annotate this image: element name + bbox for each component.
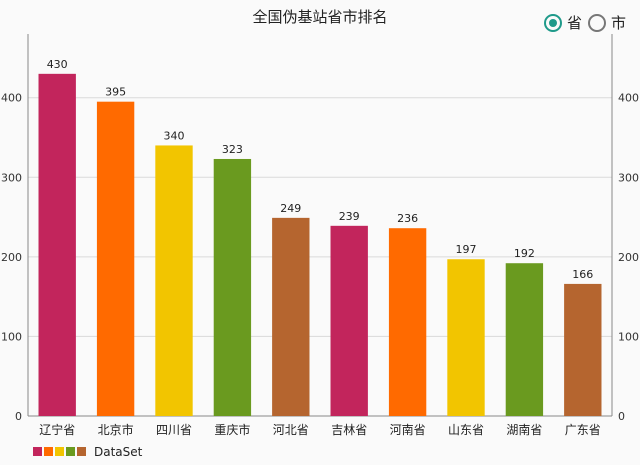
bar-value-label: 323 xyxy=(222,143,243,156)
province-city-toggle: 省 市 xyxy=(543,12,626,33)
x-tick-label: 北京市 xyxy=(98,422,134,437)
bar xyxy=(213,158,252,416)
x-tick-label: 河南省 xyxy=(390,422,426,437)
legend-swatch xyxy=(77,447,86,456)
legend-swatch xyxy=(44,447,53,456)
y-tick-label-right: 400 xyxy=(618,92,639,105)
bar xyxy=(330,225,368,416)
bar-value-label: 192 xyxy=(514,247,535,260)
y-tick-label-left: 0 xyxy=(15,410,22,423)
legend: DataSet xyxy=(33,445,142,459)
y-tick-label-right: 100 xyxy=(618,330,639,343)
legend-label: DataSet xyxy=(94,445,143,459)
chart-title: 全国伪基站省市排名 xyxy=(252,8,388,26)
radio-city[interactable]: 市 xyxy=(587,12,626,33)
radio-province-label: 省 xyxy=(566,14,582,32)
legend-swatch xyxy=(33,447,42,456)
radio-city-label: 市 xyxy=(610,14,626,32)
radio-checked-icon xyxy=(543,13,562,32)
y-tick-label-right: 200 xyxy=(618,251,639,264)
legend-swatch xyxy=(66,447,75,456)
y-tick-label-right: 300 xyxy=(618,171,639,184)
x-tick-label: 河北省 xyxy=(273,423,309,437)
bar xyxy=(155,145,193,416)
bar xyxy=(388,228,427,416)
radio-unchecked-icon xyxy=(587,13,606,32)
bar xyxy=(505,263,544,416)
legend-swatch xyxy=(55,447,64,456)
bar-value-label: 236 xyxy=(397,212,418,225)
radio-province[interactable]: 省 xyxy=(543,12,582,33)
x-tick-label: 四川省 xyxy=(156,423,192,437)
bar-value-label: 166 xyxy=(572,268,593,281)
bar-value-label: 249 xyxy=(280,202,301,215)
bar-value-label: 430 xyxy=(47,58,68,71)
y-tick-label-left: 200 xyxy=(1,251,22,264)
y-tick-label-left: 300 xyxy=(1,171,22,184)
y-tick-label-right: 0 xyxy=(618,410,625,423)
bar-value-label: 239 xyxy=(339,210,360,223)
bar-value-label: 395 xyxy=(105,86,126,99)
y-tick-label-left: 400 xyxy=(1,92,22,105)
bar xyxy=(272,217,310,416)
x-tick-label: 广东省 xyxy=(565,423,601,437)
legend-swatches xyxy=(33,445,88,459)
x-tick-label: 重庆市 xyxy=(214,422,250,437)
x-tick-label: 湖南省 xyxy=(506,422,542,437)
y-tick-label-left: 100 xyxy=(1,330,22,343)
bar xyxy=(564,283,602,416)
bar xyxy=(38,73,76,417)
x-tick-label: 辽宁省 xyxy=(39,422,75,437)
bar xyxy=(447,259,485,416)
x-tick-label: 吉林省 xyxy=(331,423,367,437)
bar xyxy=(96,101,135,417)
bar-value-label: 340 xyxy=(164,129,185,142)
bar-value-label: 197 xyxy=(456,243,477,256)
x-tick-label: 山东省 xyxy=(448,423,484,437)
